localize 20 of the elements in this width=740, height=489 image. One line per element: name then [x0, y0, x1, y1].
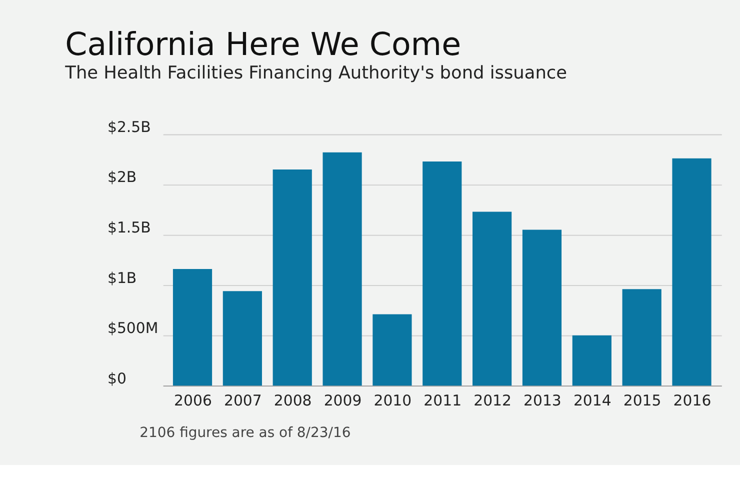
x-tick-label: 2014 [573, 392, 612, 410]
y-tick-label: $1.5B [108, 218, 151, 236]
x-tick-label: 2013 [524, 392, 562, 410]
x-tick-label: 2016 [673, 392, 712, 410]
x-tick-label: 2008 [274, 392, 312, 410]
chart-title: California Here We Come [65, 27, 462, 64]
text: 2106 figures are as of 8/23/16 [140, 424, 351, 441]
x-tick-label: 2009 [324, 392, 362, 410]
x-tick-label: 2011 [424, 392, 462, 410]
y-tick-label: $2.5B [108, 118, 151, 136]
y-tick-label: $1B [108, 268, 137, 287]
x-tick-label: 2010 [374, 392, 412, 410]
chart-subtitle: The Health Facilities Financing Authority's bond issuance [64, 63, 568, 84]
y-tick-label: $500M [108, 319, 158, 338]
x-tick-label: 2006 [174, 392, 212, 410]
y-tick-label: $2B [108, 168, 137, 186]
y-tick-label: $0 [108, 369, 126, 388]
x-tick-label: 2015 [623, 392, 662, 410]
x-tick-label: 2012 [474, 392, 512, 410]
x-tick-label: 2007 [224, 392, 262, 410]
